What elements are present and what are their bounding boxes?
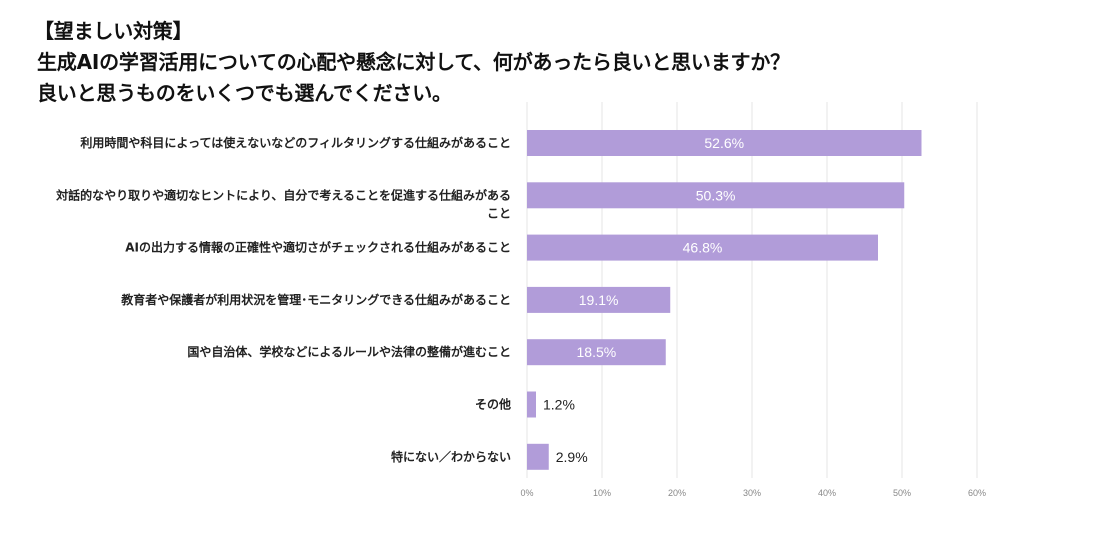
chart-title: 【望ましい対策】 生成AIの学習活用についての心配や懸念に対して、何があったら良… <box>28 16 790 109</box>
x-tick-label: 30% <box>743 488 761 498</box>
bar <box>527 443 549 470</box>
data-label: 18.5% <box>577 344 617 360</box>
category-label: 利用時間や科目によっては使えないなどのフィルタリングする仕組みがあること <box>80 135 511 150</box>
data-label: 2.9% <box>556 449 588 465</box>
data-label: 50.3% <box>696 187 736 203</box>
bar <box>527 391 536 418</box>
category-label: AIの出力する情報の正確性や適切さがチェックされる仕組みがあること <box>125 240 511 255</box>
data-label: 52.6% <box>704 135 744 151</box>
category-label: その他 <box>475 397 511 412</box>
x-tick-label: 60% <box>968 488 986 498</box>
category-label: 対話的なやり取りや適切なヒントにより、自分で考えることを促進する仕組みがある <box>55 187 511 202</box>
x-tick-label: 40% <box>818 488 836 498</box>
category-label: 国や自治体、学校などによるルールや法律の整備が進むこと <box>187 344 511 359</box>
category-label: 特にない／わからない <box>391 449 511 464</box>
category-label: こと <box>487 206 511 220</box>
category-label: 教育者や保護者が利用状況を管理･モニタリングできる仕組みがあること <box>120 292 511 307</box>
title-line-2: 生成AIの学習活用についての心配や懸念に対して、何があったら良いと思いますか？ <box>37 50 790 74</box>
data-label: 1.2% <box>543 397 575 413</box>
title-line-1: 【望ましい対策】 <box>34 19 193 43</box>
bar <box>527 130 922 156</box>
data-label: 46.8% <box>683 240 723 256</box>
bar <box>527 286 671 313</box>
bar <box>527 182 905 209</box>
x-tick-label: 10% <box>593 488 611 498</box>
bar <box>527 234 878 261</box>
title-line-3: 良いと思うものをいくつでも選んでください。 <box>37 81 452 105</box>
x-tick-label: 50% <box>893 488 911 498</box>
x-tick-label: 20% <box>668 488 686 498</box>
x-tick-label: 0% <box>520 488 533 498</box>
bar <box>527 339 666 366</box>
data-label: 19.1% <box>579 292 619 308</box>
